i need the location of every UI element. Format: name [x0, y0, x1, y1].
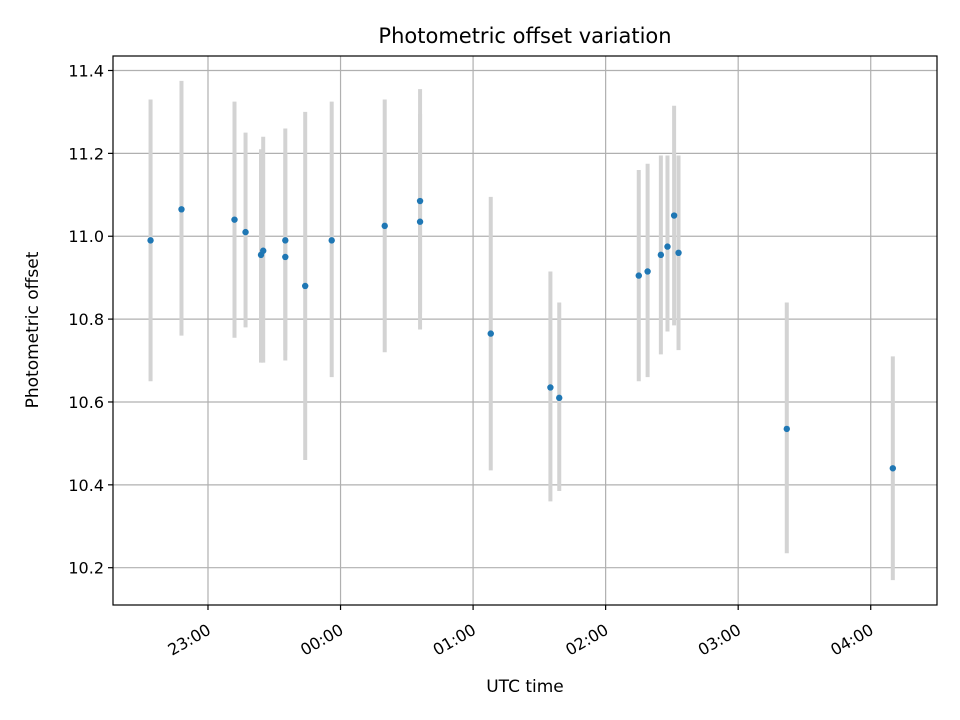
- gridlines: [113, 56, 937, 605]
- y-axis-ticks: 10.2 10.4 10.6 10.8 11.0 11.2 11.4: [68, 62, 113, 578]
- data-point: [644, 268, 651, 275]
- data-points: [147, 197, 897, 472]
- data-point: [416, 197, 424, 205]
- data-point: [147, 237, 154, 244]
- y-axis-title: Photometric offset: [23, 251, 43, 408]
- data-point: [282, 237, 289, 244]
- y-tick-label: 11.4: [68, 62, 104, 81]
- data-point: [328, 237, 335, 244]
- data-point: [260, 247, 267, 254]
- data-point: [381, 222, 388, 230]
- y-tick-label: 10.8: [68, 310, 104, 329]
- data-point: [178, 206, 185, 213]
- data-point: [889, 465, 897, 472]
- y-tick-label: 11.0: [68, 227, 104, 246]
- y-tick-label: 10.4: [68, 476, 104, 495]
- data-point: [301, 282, 309, 290]
- y-tick-label: 10.6: [68, 393, 104, 412]
- data-point: [664, 243, 671, 250]
- data-point: [282, 253, 289, 261]
- data-point: [242, 228, 249, 236]
- data-point: [657, 251, 665, 259]
- data-point: [670, 212, 678, 219]
- y-tick-label: 11.2: [68, 144, 104, 163]
- data-point: [487, 330, 494, 337]
- data-point: [231, 216, 238, 223]
- x-axis-title: UTC time: [486, 677, 564, 697]
- data-point: [556, 394, 563, 402]
- data-point: [635, 272, 642, 279]
- data-point: [416, 218, 424, 225]
- data-point: [547, 384, 554, 391]
- data-point: [675, 249, 682, 257]
- chart-title: Photometric offset variation: [378, 24, 671, 48]
- plot-area-frame: [112, 55, 938, 606]
- y-tick-label: 10.2: [68, 559, 104, 578]
- data-point: [783, 425, 790, 433]
